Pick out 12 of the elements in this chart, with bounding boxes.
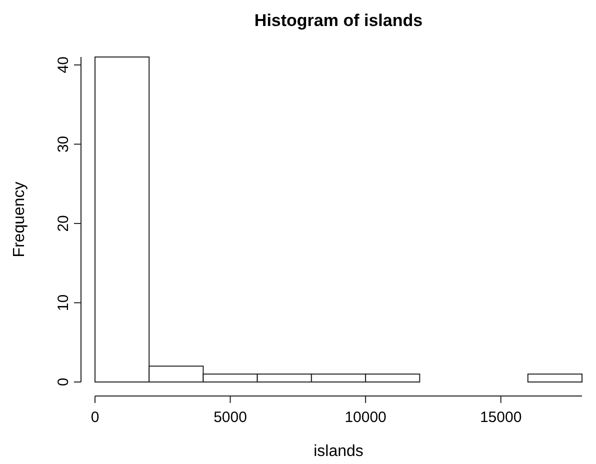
x-tick-label: 15000 — [480, 409, 522, 426]
chart-title: Histogram of islands — [254, 11, 423, 30]
y-axis-title: Frequency — [11, 182, 28, 258]
y-tick-label: 40 — [55, 56, 72, 74]
y-tick-label: 20 — [55, 215, 72, 232]
x-axis-title: islands — [314, 443, 364, 460]
x-tick-label: 10000 — [344, 409, 386, 426]
x-tick-label: 0 — [90, 409, 100, 426]
y-tick-label: 30 — [55, 136, 72, 153]
y-tick-label: 0 — [55, 378, 72, 386]
x-tick-label: 5000 — [214, 409, 247, 426]
y-tick-label: 10 — [55, 294, 72, 312]
